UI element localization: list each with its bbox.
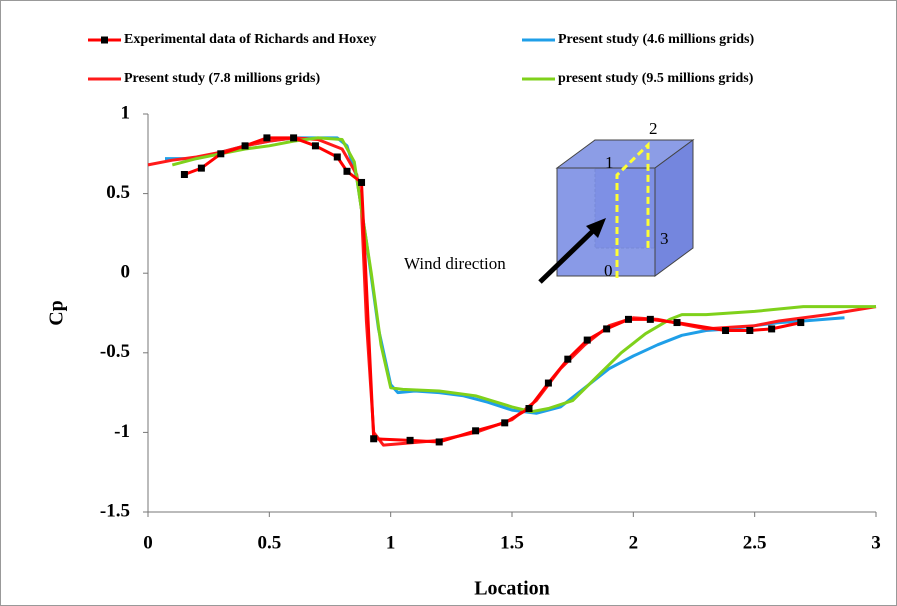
data-point [674, 319, 681, 326]
data-point [436, 438, 443, 445]
annotation: 3 [660, 229, 669, 248]
data-point [290, 134, 297, 141]
data-point [564, 356, 571, 363]
data-point [370, 435, 377, 442]
chart: 1 0.5 0 -0.5 -1 -1.5 0 0.5 1 1.5 2 2.5 3 Experimental… [0, 0, 897, 606]
data-point [312, 142, 319, 149]
x-axis-label: Location [474, 578, 550, 600]
data-point [545, 380, 552, 387]
data-point [358, 179, 365, 186]
x-tick-label: 0 [143, 532, 153, 553]
legend-marker [101, 37, 108, 44]
data-point [334, 153, 341, 160]
y-tick-label: 0 [121, 262, 131, 283]
data-point [472, 427, 479, 434]
data-point [768, 325, 775, 332]
data-point [242, 142, 249, 149]
data-point [722, 327, 729, 334]
data-point [603, 325, 610, 332]
y-tick-label: 0.5 [106, 182, 130, 203]
data-point [501, 419, 508, 426]
annotation: 1 [605, 153, 614, 172]
legend-label: Present study (7.8 millions grids) [124, 71, 320, 86]
y-tick-label: -1.5 [100, 500, 130, 521]
data-point [625, 316, 632, 323]
x-tick-label: 1 [386, 532, 396, 553]
x-tick-label: 1.5 [500, 532, 524, 553]
legend-label: Present study (4.6 millions grids) [558, 32, 754, 47]
data-point [181, 171, 188, 178]
annotation: 0 [604, 261, 613, 280]
legend-label: Experimental data of Richards and Hoxey [124, 32, 376, 47]
y-tick-label: -1 [114, 421, 130, 442]
data-point [584, 337, 591, 344]
data-point [647, 316, 654, 323]
x-tick-label: 2 [629, 532, 639, 553]
y-tick-label: -0.5 [100, 341, 130, 362]
data-point [407, 437, 414, 444]
x-tick-label: 2.5 [743, 532, 767, 553]
data-point [217, 150, 224, 157]
data-point [797, 319, 804, 326]
legend-label: present study (9.5 millions grids) [558, 71, 754, 86]
frame [1, 1, 897, 606]
data-point [746, 327, 753, 334]
annotation: 2 [649, 119, 658, 138]
data-point [343, 168, 350, 175]
data-point [263, 134, 270, 141]
y-axis-label: Cp [46, 300, 68, 326]
data-point [198, 165, 205, 172]
x-tick-label: 3 [871, 532, 881, 553]
cube-front [557, 168, 655, 276]
x-tick-label: 0.5 [257, 532, 281, 553]
data-point [525, 405, 532, 412]
y-tick-label: 1 [121, 102, 131, 123]
annotation: Wind direction [404, 254, 506, 273]
